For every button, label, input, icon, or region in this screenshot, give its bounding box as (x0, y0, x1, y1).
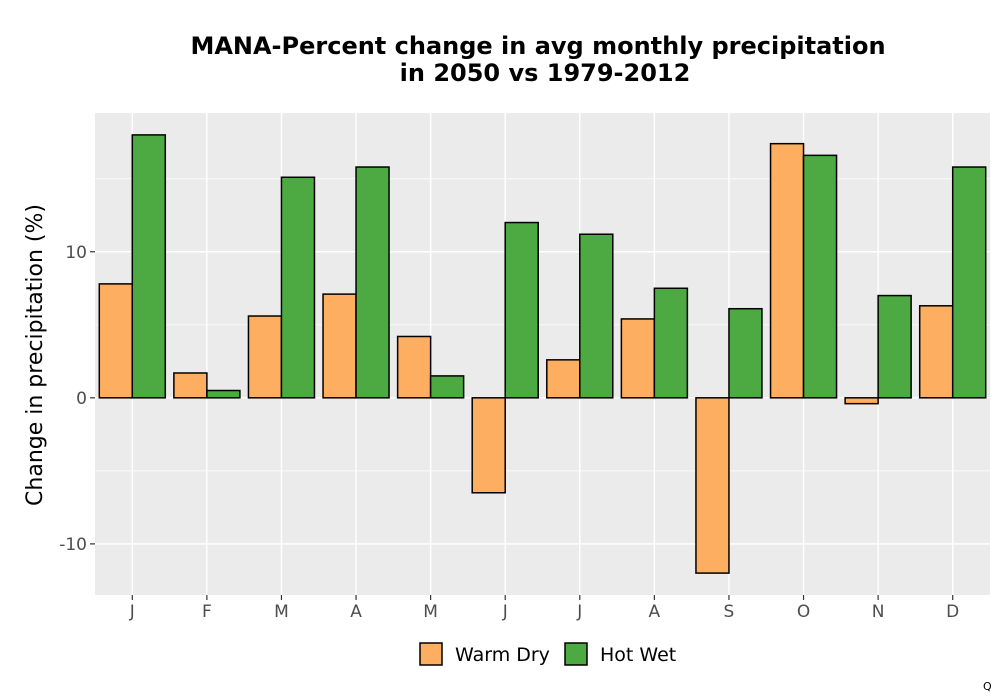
grid-minor (95, 178, 990, 472)
corner-mark: Q (983, 680, 992, 693)
bar-warm-dry (471, 397, 506, 494)
bar-warm-dry (247, 315, 283, 399)
y-tick-label: 0 (76, 389, 87, 409)
x-tick-label: F (202, 602, 212, 622)
bar-hot-wet (280, 176, 316, 399)
bar-hot-wet (951, 166, 987, 399)
legend-label: Warm Dry (455, 644, 550, 666)
bar-warm-dry (844, 397, 879, 405)
bar-warm-dry (322, 293, 357, 399)
x-tick-label: M (274, 602, 289, 622)
chart-title-line1: MANA-Percent change in avg monthly preci… (190, 32, 885, 60)
bar-warm-dry (546, 359, 581, 399)
bar-warm-dry (173, 372, 208, 399)
legend: Warm Dry Hot Wet (419, 642, 676, 666)
bar-warm-dry (918, 305, 954, 399)
bars (98, 134, 987, 574)
y-axis-title: Change in precipitation (%) (23, 204, 48, 506)
bar-hot-wet (877, 294, 912, 399)
chart-title-line2: in 2050 vs 1979-2012 (400, 59, 691, 87)
bar-warm-dry (396, 335, 432, 399)
legend-key-hot-wet (564, 642, 588, 666)
x-tick-label: J (129, 602, 135, 622)
x-tick-label: D (946, 602, 959, 622)
bar-hot-wet (728, 307, 763, 399)
y-tick-label: -10 (59, 535, 87, 555)
x-tick-label: J (502, 602, 508, 622)
y-axis: -10 0 10 (59, 243, 95, 555)
bar-hot-wet (579, 233, 614, 399)
bar-hot-wet (653, 287, 689, 399)
x-tick-label: N (872, 602, 885, 622)
x-tick-label: S (724, 602, 735, 622)
x-tick-label: O (797, 602, 810, 622)
x-tick-label: J (576, 602, 582, 622)
x-tick-label: A (649, 602, 661, 622)
bar-hot-wet (429, 375, 465, 399)
x-tick-label: A (350, 602, 362, 622)
legend-label: Hot Wet (600, 644, 676, 666)
bar-hot-wet (131, 134, 167, 399)
legend-key-warm-dry (419, 642, 443, 666)
bar-hot-wet (802, 154, 838, 399)
y-tick-label: 10 (65, 243, 87, 263)
x-tick-label: M (423, 602, 438, 622)
bar-warm-dry (769, 142, 805, 399)
bar-warm-dry (620, 318, 656, 399)
bar-hot-wet (504, 221, 539, 399)
bar-hot-wet (355, 166, 390, 399)
bar-hot-wet (206, 389, 241, 399)
bar-warm-dry (98, 283, 134, 399)
plot-panel (95, 113, 990, 595)
bar-warm-dry (695, 397, 730, 574)
